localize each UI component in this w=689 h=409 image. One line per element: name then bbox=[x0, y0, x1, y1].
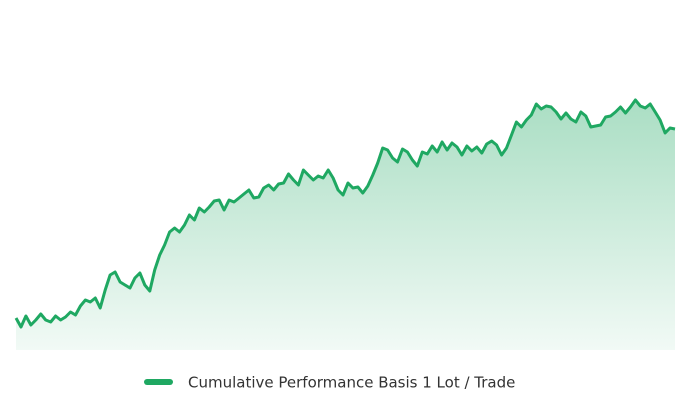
legend-label: Cumulative Performance Basis 1 Lot / Tra… bbox=[188, 374, 515, 392]
area-fill bbox=[16, 100, 675, 350]
line bbox=[14, 98, 676, 329]
